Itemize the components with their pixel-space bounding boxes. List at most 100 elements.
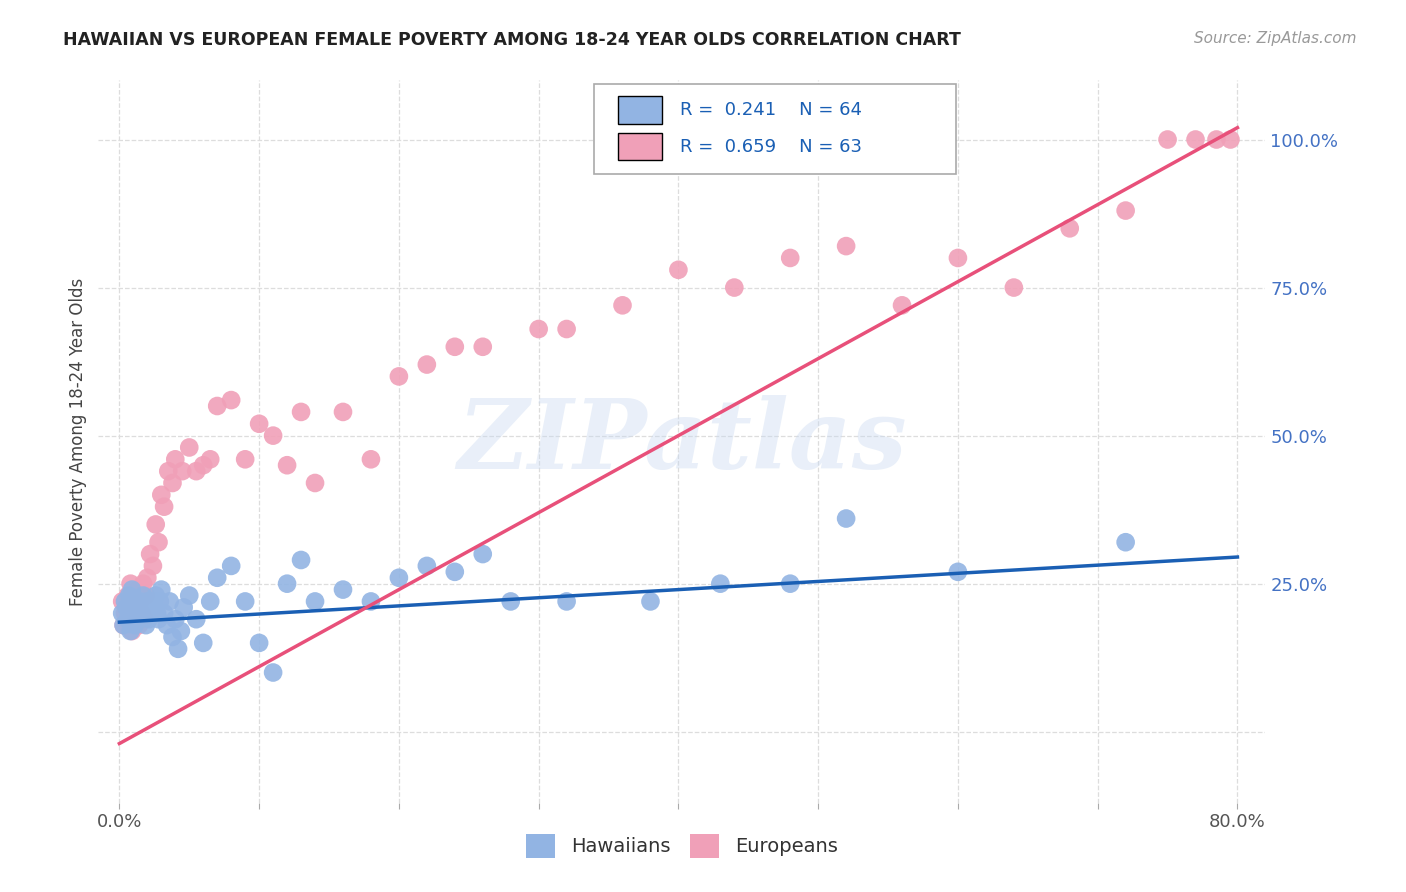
Point [388,369,411,384]
Point [555,594,578,608]
Point [122,594,145,608]
Point [668,262,690,277]
Point [128,612,150,626]
Point [1205,132,1227,146]
Point [276,576,298,591]
Point [723,280,745,294]
Point [205,571,228,585]
Point [233,452,256,467]
Point [640,594,662,608]
Point [118,589,141,603]
Point [136,594,159,608]
Point [262,665,284,680]
Point [709,576,731,591]
Point [233,594,256,608]
Point [157,464,180,478]
Point [112,618,135,632]
Point [132,589,155,603]
Point [150,582,173,597]
Point [127,582,149,597]
Point [262,428,284,442]
Point [416,558,439,573]
FancyBboxPatch shape [617,96,662,124]
Point [946,565,969,579]
Point [779,251,801,265]
Point [145,517,167,532]
Point [138,612,160,626]
Point [143,600,166,615]
Point [148,535,170,549]
Point [443,340,465,354]
Point [200,452,222,467]
Point [118,612,141,626]
Point [290,405,312,419]
Point [134,607,156,621]
Point [276,458,298,473]
Point [150,488,173,502]
Point [360,594,382,608]
Point [111,607,134,621]
Point [499,594,522,608]
Point [205,399,228,413]
Point [127,607,149,621]
Point [304,475,326,490]
Legend: Hawaiians, Europeans: Hawaiians, Europeans [519,826,845,865]
Point [1115,535,1137,549]
Point [193,458,215,473]
Point [122,594,145,608]
Point [779,576,801,591]
FancyBboxPatch shape [595,84,956,174]
Point [527,322,550,336]
Point [142,594,165,608]
Point [145,589,167,603]
Point [146,607,169,621]
Point [1059,221,1081,235]
Point [167,641,190,656]
Text: R =  0.659    N = 63: R = 0.659 N = 63 [679,137,862,156]
Point [1219,132,1241,146]
Point [135,589,157,603]
Point [129,594,152,608]
Point [304,594,326,608]
Point [156,618,179,632]
Point [153,607,176,621]
Point [247,636,270,650]
Point [131,607,153,621]
Point [186,464,208,478]
Point [200,594,222,608]
Point [153,500,176,514]
Point [186,612,208,626]
Point [124,618,146,632]
Point [128,618,150,632]
Point [612,298,634,312]
Point [135,618,157,632]
Point [179,441,201,455]
Point [162,475,184,490]
Point [835,511,858,525]
Point [134,612,156,626]
Point [555,322,578,336]
Point [112,618,135,632]
Point [114,607,136,621]
Point [125,600,148,615]
Point [165,452,187,467]
Point [835,239,858,253]
Point [1156,132,1178,146]
Point [471,547,494,561]
Point [891,298,914,312]
Point [125,600,148,615]
Point [139,600,162,615]
Point [946,251,969,265]
Point [416,358,439,372]
Point [332,582,354,597]
Point [111,594,134,608]
Point [115,600,138,615]
Point [149,594,172,608]
Point [142,558,165,573]
Point [136,571,159,585]
Point [1184,132,1206,146]
Point [1002,280,1025,294]
Point [219,558,242,573]
Point [360,452,382,467]
Point [173,600,195,615]
